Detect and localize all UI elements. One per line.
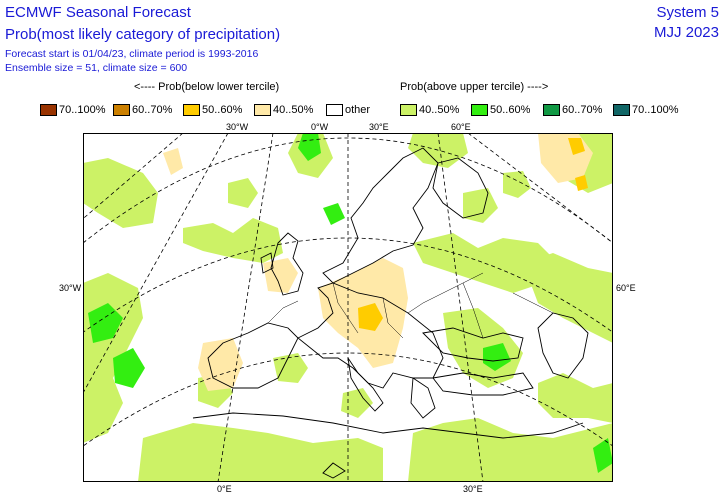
below-50-60-areas	[358, 138, 588, 331]
legend-label: 40..50%	[419, 104, 460, 116]
legend-swatch	[471, 104, 488, 116]
legend-label: 60..70%	[562, 104, 603, 116]
lon-label-30e-bottom: 30°E	[463, 484, 483, 494]
legend-swatch	[113, 104, 130, 116]
legend-label: 60..70%	[132, 104, 173, 116]
forecast-map	[83, 133, 613, 482]
legend-label: 70..100%	[59, 104, 106, 116]
legend-item-above-60-70: 60..70%	[543, 102, 602, 118]
legend-swatch	[613, 104, 630, 116]
above-tercile-header: Prob(above upper tercile) ---->	[400, 81, 549, 93]
lon-label-0-top: 0°W	[311, 122, 329, 132]
lon-label-30w-top: 30°W	[226, 122, 249, 132]
above-50-60-areas	[88, 133, 613, 473]
legend-swatch	[400, 104, 417, 116]
lon-label-60e-top: 60°E	[451, 122, 471, 132]
ensemble-size-text: Ensemble size = 51, climate size = 600	[5, 62, 188, 74]
graticule	[83, 133, 613, 482]
lon-label-30e-top: 30°E	[369, 122, 389, 132]
legend-label: 40..50%	[273, 104, 314, 116]
legend-item-below-60-70: 60..70%	[113, 102, 172, 118]
legend-label: 70..100%	[632, 104, 679, 116]
legend-swatch	[254, 104, 271, 116]
legend-swatch	[326, 104, 343, 116]
page-subtitle: Prob(most likely category of precipitati…	[5, 26, 281, 43]
legend-item-below-70-100: 70..100%	[40, 102, 105, 118]
system-label: System 5	[656, 4, 719, 21]
forecast-start-text: Forecast start is 01/04/23, climate peri…	[5, 48, 259, 60]
legend-label: other	[345, 104, 371, 116]
legend-item-other: other	[326, 102, 370, 118]
legend-item-above-50-60: 50..60%	[471, 102, 530, 118]
legend-item-above-40-50: 40..50%	[400, 102, 459, 118]
legend-label: 50..60%	[490, 104, 531, 116]
map-canvas	[83, 133, 613, 482]
legend-item-below-40-50: 40..50%	[254, 102, 313, 118]
map-frame	[83, 133, 613, 482]
legend-label: 50..60%	[202, 104, 243, 116]
period-label: MJJ 2023	[653, 24, 719, 41]
legend-swatch	[543, 104, 560, 116]
coastlines	[192, 147, 589, 479]
lon-label-0-bottom: 0°E	[217, 484, 232, 494]
below-tercile-header: <---- Prob(below lower tercile)	[134, 81, 280, 93]
country-borders	[267, 272, 554, 339]
lat-label-left: 30°W	[59, 283, 82, 293]
lat-label-right: 60°E	[616, 283, 636, 293]
legend-swatch	[183, 104, 200, 116]
page-title: ECMWF Seasonal Forecast	[5, 4, 191, 21]
legend-item-above-70-100: 70..100%	[613, 102, 678, 118]
legend-item-below-50-60: 50..60%	[183, 102, 242, 118]
legend: 70..100% 60..70% 50..60% 40..50% other 4…	[40, 102, 700, 118]
legend-swatch	[40, 104, 57, 116]
